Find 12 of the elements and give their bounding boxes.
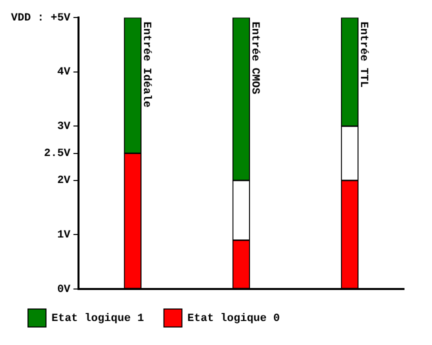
y-tick-label: 3V [57,120,71,133]
y-tick-label: VDD : +5V [10,12,71,24]
x-tick-label: Entrée TTL [356,22,369,88]
legend-label: Etat logique 0 [187,312,280,325]
y-tick-label: 4V [57,66,71,79]
y-tick-label: 2V [57,175,71,188]
x-tick-label: Entrée CMOS [248,22,260,95]
x-tick-label: Entrée Idéale [140,22,152,108]
y-tick-label: 2.5V [44,148,71,160]
y-tick-label: 0V [57,284,71,296]
y-tick-label: 1V [57,229,71,242]
legend-label: Etat logique 1 [52,312,144,325]
